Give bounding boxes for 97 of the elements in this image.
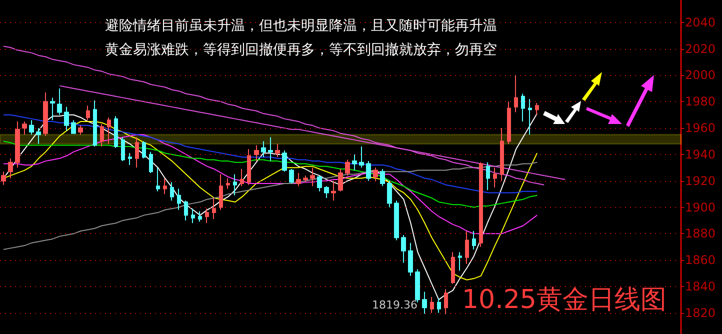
candlestick bbox=[444, 288, 448, 315]
candlestick bbox=[268, 136, 273, 162]
candlestick bbox=[275, 143, 280, 158]
y-tick-label: 2000 bbox=[685, 68, 716, 82]
candlestick bbox=[310, 167, 315, 187]
candlestick bbox=[107, 116, 111, 144]
candlestick bbox=[359, 146, 364, 168]
candlestick bbox=[352, 154, 357, 171]
candlestick bbox=[226, 178, 230, 190]
candlestick bbox=[156, 167, 160, 192]
candlestick bbox=[422, 291, 427, 314]
candlestick bbox=[233, 174, 237, 196]
candlestick bbox=[380, 168, 385, 187]
candlestick bbox=[493, 167, 497, 188]
candlestick bbox=[71, 120, 76, 134]
candlestick bbox=[177, 188, 181, 210]
candlestick bbox=[254, 144, 259, 162]
candlestick bbox=[507, 101, 511, 144]
candlestick bbox=[458, 252, 462, 272]
candlestick bbox=[500, 128, 504, 182]
candlestick bbox=[387, 180, 392, 208]
candlestick bbox=[121, 136, 125, 162]
y-tick-label: 1980 bbox=[685, 94, 716, 109]
candlestick bbox=[303, 175, 308, 183]
y-tick-label: 2020 bbox=[685, 42, 716, 56]
candlestick bbox=[142, 140, 146, 159]
candlestick bbox=[184, 200, 188, 221]
candlestick bbox=[465, 230, 469, 265]
candlestick bbox=[128, 152, 132, 166]
candlestick bbox=[479, 162, 483, 248]
y-tick-label: 1820 bbox=[685, 306, 716, 320]
y-tick-label: 1920 bbox=[685, 174, 716, 188]
candlestick bbox=[401, 234, 406, 264]
y-tick-label: 1960 bbox=[685, 121, 716, 136]
candlestick bbox=[93, 100, 97, 148]
candlestick bbox=[240, 168, 244, 187]
y-tick-label: 1900 bbox=[685, 200, 716, 214]
candlestick bbox=[57, 88, 62, 116]
candlestick bbox=[528, 98, 532, 136]
candlestick bbox=[408, 242, 413, 276]
candlestick bbox=[415, 268, 420, 303]
candlestick bbox=[247, 148, 251, 186]
y-tick-label: 1880 bbox=[685, 226, 716, 241]
candlestick bbox=[29, 120, 34, 136]
candlestick bbox=[163, 178, 167, 195]
candlestick bbox=[331, 180, 336, 202]
annotation: 黄金易涨难跌，等得到回撤便再多，等不到回撤就放弃，勿再空 bbox=[105, 42, 497, 58]
candlestick bbox=[78, 124, 83, 136]
candlestick bbox=[43, 92, 48, 136]
candlestick bbox=[261, 140, 266, 158]
candlestick bbox=[191, 208, 195, 224]
line-series bbox=[3, 162, 538, 250]
candlestick bbox=[198, 210, 202, 222]
line-series bbox=[3, 140, 538, 208]
candlestick bbox=[345, 159, 350, 176]
candlestick bbox=[205, 208, 209, 224]
candlestick bbox=[135, 136, 139, 168]
candlestick bbox=[486, 162, 490, 191]
candlestick bbox=[50, 97, 55, 121]
y-tick-label: 1940 bbox=[685, 147, 716, 162]
candlestick bbox=[64, 106, 69, 132]
candlestick bbox=[100, 124, 104, 148]
candlestick bbox=[296, 172, 301, 187]
candlestick bbox=[1, 171, 6, 186]
candlestick bbox=[394, 200, 399, 241]
candlestick bbox=[373, 167, 378, 182]
candlestick bbox=[149, 151, 153, 174]
candlestick bbox=[437, 298, 441, 314]
candlestick bbox=[114, 116, 118, 148]
annotation: 10.25黄金日线图 bbox=[462, 285, 666, 315]
candlestick bbox=[170, 182, 174, 202]
y-tick-label: 1840 bbox=[685, 279, 716, 294]
candlestick bbox=[338, 168, 343, 192]
y-tick-label: 1860 bbox=[685, 253, 716, 268]
candlestick bbox=[219, 174, 223, 210]
candlestick bbox=[22, 120, 27, 136]
candlestick bbox=[514, 74, 518, 113]
annotation: 1819.36 bbox=[372, 298, 418, 312]
candlestick bbox=[212, 198, 216, 220]
line-series bbox=[3, 134, 538, 234]
candlestick bbox=[521, 93, 525, 122]
candlestick bbox=[86, 105, 90, 121]
line-series bbox=[3, 114, 538, 194]
candlestick bbox=[430, 296, 434, 314]
candlestick bbox=[15, 120, 20, 168]
candlestick bbox=[324, 186, 329, 199]
candlestick bbox=[289, 168, 294, 184]
candlestick bbox=[317, 175, 322, 192]
annotation: 避险情绪目前虽未升温，但也未明显降温，且又随时可能再升温 bbox=[105, 18, 497, 34]
candlestick bbox=[535, 102, 539, 116]
candlestick bbox=[451, 252, 455, 284]
y-tick-label: 2040 bbox=[685, 15, 716, 30]
candlestick bbox=[366, 160, 371, 182]
candlestick bbox=[472, 230, 476, 250]
candlestick bbox=[8, 158, 13, 179]
candlestick bbox=[36, 128, 41, 144]
candlestick bbox=[282, 150, 287, 172]
